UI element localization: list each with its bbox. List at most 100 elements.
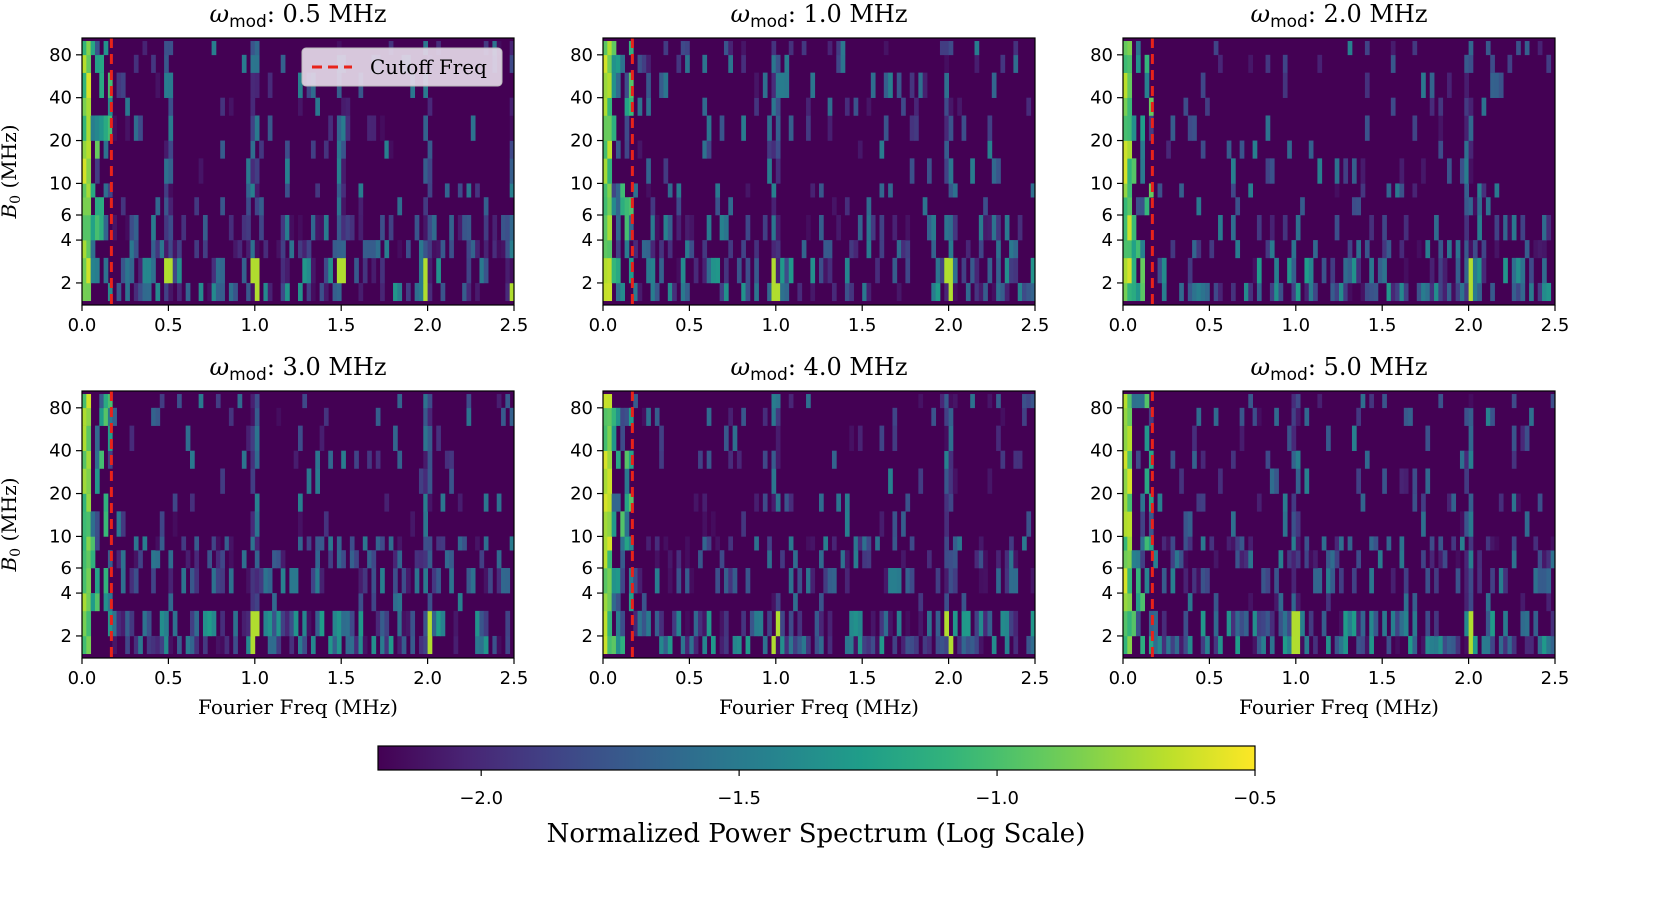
heatmap-cell (1442, 635, 1448, 655)
heatmap-cell (241, 450, 247, 469)
heatmap-cell (1524, 425, 1530, 451)
heatmap-cell (302, 257, 308, 284)
heatmap-cell (220, 282, 225, 302)
heatmap-cell (1265, 610, 1271, 637)
heatmap-cell (1386, 183, 1392, 198)
heatmap-cell (1196, 197, 1202, 216)
heatmap-cell (99, 115, 104, 141)
heatmap-cell (870, 72, 876, 98)
heatmap-cell (728, 568, 733, 594)
heatmap-cell (250, 568, 256, 594)
heatmap-cell (1183, 97, 1189, 116)
heatmap-cell (263, 282, 269, 302)
heatmap-cell (974, 54, 980, 73)
heatmap-cell (483, 568, 489, 594)
heatmap-cell (1511, 394, 1517, 409)
heatmap-cell (427, 407, 433, 426)
heatmap-cell (624, 197, 630, 216)
heatmap-cell (905, 493, 911, 512)
heatmap-cell (492, 240, 498, 259)
heatmap-cell (1369, 215, 1374, 241)
heatmap-cell (120, 197, 126, 216)
heatmap-cell (423, 536, 428, 551)
heatmap-cell (1537, 282, 1543, 302)
heatmap-cell (1421, 550, 1426, 569)
heatmap-cell (970, 257, 975, 284)
heatmap-cell (246, 240, 251, 259)
heatmap-cell (298, 282, 303, 302)
heatmap-cell (453, 610, 459, 637)
heatmap-cell (315, 215, 320, 241)
heatmap-cell (358, 183, 364, 198)
heatmap-cell (827, 41, 833, 56)
heatmap-cell (1343, 610, 1349, 637)
heatmap-cell (1127, 511, 1133, 537)
heatmap-cell (1235, 550, 1241, 569)
heatmap-cell (1326, 635, 1331, 655)
heatmap-cell (1205, 635, 1210, 655)
heatmap-cell (280, 550, 286, 569)
heatmap-cell (1520, 282, 1526, 302)
heatmap-cell (1468, 593, 1474, 612)
heatmap-cell (125, 610, 130, 637)
heatmap-cell (883, 72, 889, 98)
heatmap-cell (1451, 635, 1457, 655)
heatmap-cell (991, 72, 997, 98)
heatmap-cell (659, 72, 664, 98)
heatmap-cell (603, 197, 608, 216)
heatmap-cell (883, 568, 889, 594)
heatmap-cell (250, 183, 256, 198)
heatmap-cell (1412, 493, 1418, 512)
legend: Cutoff Freq (301, 47, 503, 87)
heatmap-cell (483, 536, 489, 551)
heatmap-cell (615, 215, 621, 241)
heatmap-cell (620, 511, 625, 537)
heatmap-cell (267, 115, 273, 141)
heatmap-cell (501, 215, 506, 241)
heatmap-cell (1166, 536, 1171, 551)
heatmap-cell (615, 593, 621, 612)
heatmap-cell (633, 282, 638, 302)
heatmap-cell (788, 635, 794, 655)
heatmap-cell (1196, 240, 1202, 259)
heatmap-cell (164, 282, 169, 302)
heatmap-cell (983, 610, 988, 637)
heatmap-cell (935, 635, 941, 655)
heatmap-cell (82, 215, 87, 241)
heatmap-cell (736, 257, 742, 284)
heatmap-cell (427, 282, 433, 302)
heatmap-cell (922, 635, 928, 655)
heatmap-cell (401, 635, 407, 655)
heatmap-cell (1477, 568, 1482, 594)
x-tick-label: 2.0 (934, 315, 963, 336)
heatmap-cell (1464, 610, 1469, 637)
heatmap-cell (806, 536, 811, 551)
heatmap-cell (672, 610, 677, 637)
heatmap-cell (892, 536, 898, 551)
heatmap-cell (952, 610, 958, 637)
heatmap-cell (125, 257, 130, 284)
heatmap-cell (103, 183, 109, 198)
heatmap-cell (1200, 568, 1206, 594)
heatmap-cell (685, 282, 690, 302)
heatmap-cell (1291, 394, 1297, 409)
heatmap-cell (723, 425, 729, 451)
heatmap-cell (1464, 511, 1469, 537)
heatmap-cell (1403, 282, 1409, 302)
heatmap-cell (406, 568, 411, 594)
heatmap-cell (151, 550, 156, 569)
heatmap-cell (754, 610, 759, 637)
heatmap-cell (1421, 635, 1426, 655)
x-tick-label: 1.0 (240, 668, 269, 689)
heatmap-cell (1179, 183, 1184, 198)
heatmap-cell (1291, 493, 1297, 512)
heatmap-cell (823, 240, 829, 259)
heatmap-cell (328, 536, 333, 551)
heatmap-cell (646, 97, 651, 116)
heatmap-cell (1127, 407, 1133, 426)
heatmap-cell (1135, 450, 1141, 469)
heatmap-cell (615, 183, 621, 198)
heatmap-cell (1464, 593, 1469, 612)
heatmap-cell (1200, 282, 1206, 302)
heatmap-cell (603, 568, 608, 594)
